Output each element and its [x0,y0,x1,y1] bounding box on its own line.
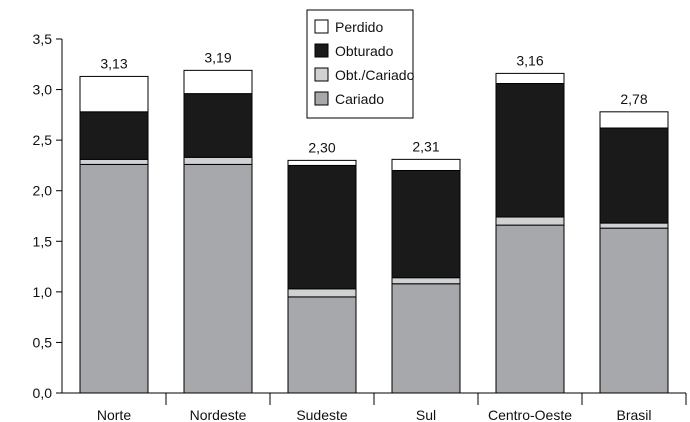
bar-segment-obt-cariado [495,216,565,226]
y-tick-label: 3,5 [33,31,53,47]
bar-segment-perdido [79,75,149,113]
bar-segment-obt-cariado [79,158,149,165]
bar-total-label: 3,19 [204,49,231,65]
y-tick-label: 0,0 [33,385,53,401]
bar-segment-obturado [287,164,357,290]
x-axis: Norte Nordeste Sudeste Sul Centro-Oeste Brasi… [62,392,687,422]
x-tick-label: Norte [97,407,131,422]
bar-segment-cariado [495,224,565,394]
bar-segment-cariado [79,163,149,394]
total-labels: 3,13 3,19 2,30 2,31 3,16 2,78 [100,49,647,155]
bar-segment-perdido [287,159,357,166]
legend: Perdido Obturado Obt./Cariado Cariado [306,9,415,119]
bar-segment-obt-cariado [391,277,461,285]
bar-segment-cariado [391,283,461,394]
x-tick-label: Sudeste [296,407,348,422]
x-tick-label: Centro-Oeste [488,407,572,422]
y-tick-label: 1,5 [33,233,53,249]
y-tick-label: 1,0 [33,284,53,300]
bar-segment-perdido [183,69,253,95]
legend-swatch [314,19,329,34]
bar-total-label: 2,31 [412,138,439,154]
bar-segment-obturado [391,169,461,279]
bar-segment-obt-cariado [287,288,357,298]
x-tick-label: Brasil [616,407,651,422]
bar-segment-obturado [599,127,669,224]
y-tick-label: 0,5 [33,334,53,350]
x-tick-label: Sul [416,407,436,422]
bar-total-label: 2,78 [620,91,647,107]
bar-segment-cariado [183,163,253,394]
legend-label: Obt./Cariado [335,67,415,83]
bar-segment-obturado [183,93,253,158]
legend-label: Cariado [335,91,384,107]
x-tick-label: Nordeste [190,407,247,422]
bar-segment-obturado [495,83,565,218]
bar-segment-obturado [79,111,149,160]
legend-swatch [314,67,329,82]
legend-label: Obturado [335,43,394,59]
bar-segment-perdido [391,158,461,171]
bar-segment-perdido [495,72,565,85]
y-tick-label: 2,5 [33,132,53,148]
bar-total-label: 2,30 [308,139,335,155]
legend-swatch [314,43,329,58]
y-tick-label: 3,0 [33,82,53,98]
y-axis: 0,0 0,5 1,0 1,5 2,0 2,5 3,0 3,5 [33,31,63,401]
bar-segment-obt-cariado [599,222,669,229]
legend-swatch [314,91,329,106]
bars [79,69,669,394]
bar-total-label: 3,16 [516,52,543,68]
bar-total-label: 3,13 [100,55,127,71]
bar-segment-obt-cariado [183,156,253,165]
legend-label: Perdido [335,19,383,35]
y-tick-label: 2,0 [33,183,53,199]
bar-segment-cariado [287,296,357,394]
bar-segment-perdido [599,111,669,129]
bar-segment-cariado [599,227,669,394]
